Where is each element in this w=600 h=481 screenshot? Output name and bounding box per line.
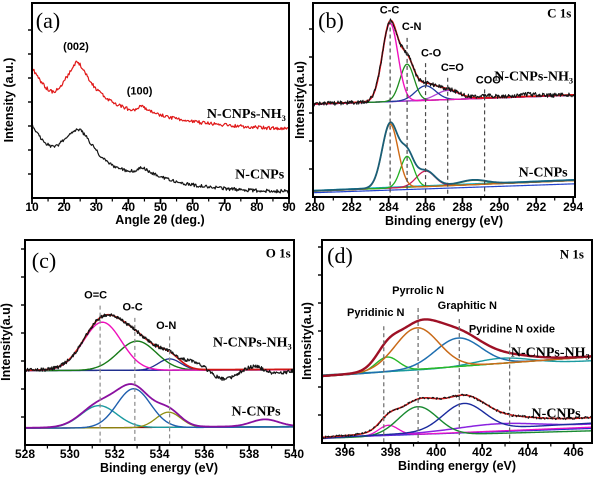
curves-group-a (32, 60, 289, 194)
x-tick-label: 396 (335, 445, 355, 459)
x-tick-label: 286 (416, 200, 436, 214)
plot-box-d (321, 239, 593, 444)
x-axis-ticks-b: 280 282 284 286 288 290 292 294 (305, 197, 583, 214)
x-axis-ticks-c: 528 530 532 534 536 538 540 (15, 445, 304, 461)
x-tick-label: 90 (282, 200, 296, 214)
x-tick-label: 538 (239, 447, 259, 461)
series-label-c-0: N-CNPs-NH₃ (213, 336, 292, 351)
x-tick-label: 534 (149, 447, 169, 461)
x-tick-label: 292 (526, 200, 546, 214)
peak-label-b-1: C-N (402, 21, 422, 33)
peak-label-b-4: COO (476, 75, 502, 87)
x-axis-label-b: Binding energy (eV) (385, 214, 503, 228)
x-tick-label: 284 (379, 200, 399, 214)
x-axis-ticks-d: 396 398 400 402 404 406 (335, 443, 584, 459)
panel-letter-b: (b) (318, 8, 344, 33)
peak-label-c-2: O-N (156, 320, 176, 332)
y-axis-label-b: Intensity(a.u) (293, 61, 307, 139)
curve-cnps-baseline-blue (313, 183, 575, 194)
peak-label-a-1: (100) (127, 86, 153, 98)
y-axis-ticks-d (318, 246, 322, 416)
x-tick-label: 290 (489, 200, 509, 214)
x-tick-label: 70 (218, 200, 232, 214)
peak-label-b-0: C-C (380, 5, 400, 17)
panel-b: 280 282 284 286 288 290 292 294C-CC-NC-OC=OCOON… (293, 2, 583, 228)
x-tick-label: 528 (15, 447, 35, 461)
peak-label-d-0: Pyridinic N (347, 307, 405, 319)
y-axis-ticks-b (309, 28, 313, 170)
x-tick-label: 60 (186, 200, 200, 214)
x-tick-label: 30 (90, 200, 104, 214)
peak-label-d-1: Pyrrolic N (392, 285, 444, 297)
corner-label-c: O 1s (266, 245, 291, 260)
peak-label-c-1: O-C (123, 302, 143, 314)
series-label-c-1: N-CNPs (232, 404, 282, 419)
x-axis-label-a: Angle 2θ (deg.) (115, 213, 204, 227)
x-tick-label: 406 (564, 445, 584, 459)
series-label-a-1: N-CNPs (235, 168, 285, 183)
curve-cnps-envelope (313, 121, 575, 192)
peak-label-c-0: O=C (84, 289, 107, 301)
x-tick-label: 402 (472, 445, 492, 459)
curves-group-b (313, 18, 575, 194)
peak-label-b-3: C=O (441, 62, 464, 74)
x-tick-label: 404 (518, 445, 538, 459)
curves-group-d (322, 318, 592, 440)
x-tick-label: 10 (25, 200, 39, 214)
curve-nh3-peak-pyrrolic (322, 327, 592, 378)
curve-cnps-raw-data (322, 393, 592, 439)
peak-label-d-3: Pyridine N oxide (469, 323, 555, 335)
panel-c: 528 530 532 534 536 538 540 O=C O-C O-N N-CNPs-NH₃… (0, 239, 304, 475)
x-tick-label: 282 (342, 200, 362, 214)
peak-label-b-2: C-O (421, 47, 442, 59)
curve-cnps-envelope (25, 383, 294, 429)
panel-letter-a: (a) (36, 8, 60, 33)
series-label-d-1: N-CNPs (532, 407, 582, 422)
y-axis-label-a: Intensity (a.u.) (2, 58, 16, 143)
corner-label-b: C 1s (547, 6, 571, 21)
curve-xrd-n-cnps (32, 124, 289, 194)
curve-cnps-peak-o-c (25, 388, 294, 429)
x-tick-label: 294 (563, 200, 583, 214)
x-tick-label: 400 (426, 445, 446, 459)
series-label-d-0: N-CNPs-NH₃ (511, 346, 590, 361)
x-tick-label: 280 (305, 200, 325, 214)
y-axis-label-d: Intensity(a.u) (300, 302, 314, 380)
corner-label-d: N 1s (560, 246, 584, 261)
panel-letter-c: (c) (32, 248, 56, 273)
panel-letter-d: (d) (327, 243, 353, 268)
x-tick-label: 398 (381, 445, 401, 459)
x-tick-label: 50 (154, 200, 168, 214)
x-tick-label: 20 (57, 200, 71, 214)
curves-group-c (25, 313, 294, 429)
series-label-b-1: N-CNPs (519, 166, 569, 181)
panel-a: 10 20 30 40 50 60 70 80 90 (002) (100) N-CNPs-NH₃ N-… (2, 2, 296, 227)
x-tick-label: 536 (194, 447, 214, 461)
x-axis-label-c: Binding energy (eV) (100, 461, 218, 475)
curve-nh3-raw-data (25, 313, 294, 381)
series-label-b-0: N-CNPs-NH₃ (494, 70, 573, 85)
curve-nh3-envelope (322, 318, 592, 378)
curve-cnps-peak-graphitic (322, 402, 592, 439)
x-tick-label: 532 (105, 447, 125, 461)
y-axis-ticks-c (21, 248, 25, 418)
x-tick-label: 80 (250, 200, 264, 214)
x-tick-label: 40 (122, 200, 136, 214)
curve-nh3-raw-data (313, 18, 575, 107)
series-label-a-0: N-CNPs-NH₃ (207, 107, 286, 122)
peak-label-a-0: (002) (63, 41, 89, 53)
x-axis-label-d: Binding energy (eV) (398, 459, 516, 473)
y-axis-ticks-a (28, 29, 32, 175)
x-tick-label: 540 (284, 447, 304, 461)
x-tick-label: 530 (60, 447, 80, 461)
curve-xrd-n-cnps-nh3 (32, 60, 289, 131)
x-axis-ticks-a: 10 20 30 40 50 60 70 80 90 (25, 198, 296, 214)
x-tick-label: 288 (452, 200, 472, 214)
y-axis-label-c: Intensity(a.u) (0, 303, 13, 381)
curve-nh3-envelope (25, 313, 294, 372)
panel-d: 396 398 400 402 404 406 Pyridinic N Pyrrolic N G… (300, 239, 593, 473)
peak-label-d-2: Graphitic N (438, 300, 497, 312)
